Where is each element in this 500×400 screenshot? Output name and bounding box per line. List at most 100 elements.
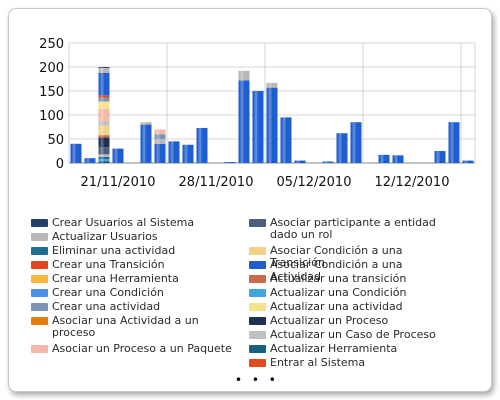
bar-segment[interactable] [294, 160, 306, 163]
legend-swatch [31, 233, 48, 241]
bar-segment[interactable] [154, 139, 166, 144]
bar-segment[interactable] [182, 144, 194, 163]
legend-item[interactable]: Crear Usuarios al Sistema [31, 217, 232, 229]
y-tick-label: 0 [56, 157, 64, 172]
legend-label: Asociar un Proceso a un Paquete [52, 342, 232, 355]
y-axis: 0 50 100 150 200 250 [39, 37, 64, 172]
legend-item[interactable]: Crear una Herramienta [31, 273, 232, 285]
bar-segment[interactable] [434, 151, 446, 163]
bar-segment[interactable] [98, 125, 110, 136]
bar-segment[interactable] [280, 117, 292, 163]
bar-segment[interactable] [266, 87, 278, 163]
legend-swatch [249, 331, 266, 339]
bar-segment[interactable] [154, 143, 166, 163]
bar-segment[interactable] [448, 122, 460, 163]
legend-item[interactable]: Crear una actividad [31, 301, 232, 313]
legend-label: Asociar una Actividad a un proceso [52, 314, 199, 339]
legend-swatch [31, 275, 48, 283]
bar-segment[interactable] [350, 122, 362, 163]
bar-highlight [100, 154, 104, 157]
bar-segment[interactable] [98, 135, 110, 138]
bar-segment[interactable] [70, 143, 82, 163]
legend-item[interactable]: Crear una Transición [31, 259, 232, 271]
legend-item[interactable]: Asociar un Proceso a un Paquete [31, 343, 232, 355]
legend-item[interactable]: Actualizar un Proceso [249, 315, 450, 327]
legend-item[interactable]: Actualizar un Caso de Proceso [249, 329, 450, 341]
legend-item[interactable]: Actualizar una Condición [249, 287, 450, 299]
legend-swatch [249, 275, 266, 283]
legend-item[interactable]: Entrar al Sistema [249, 357, 450, 369]
bar-segment[interactable] [98, 159, 110, 162]
bar-segment[interactable] [98, 137, 110, 148]
legend-item[interactable]: Eliminar una actividad [31, 245, 232, 257]
bar-segment[interactable] [98, 95, 110, 98]
bar-highlight [100, 95, 104, 98]
bar-segment[interactable] [238, 80, 250, 163]
bar-segment[interactable] [266, 82, 278, 88]
bar-segment[interactable] [154, 129, 166, 135]
bar-segment[interactable] [98, 67, 110, 68]
legend-item[interactable]: Actualizar una transición [249, 273, 450, 285]
legend-item[interactable]: Asociar Condición a una Transición [249, 245, 450, 269]
bar-segment[interactable] [98, 72, 110, 96]
bar-segment[interactable] [140, 122, 152, 125]
y-tick-label: 200 [39, 61, 64, 76]
bar-segment[interactable] [84, 158, 96, 163]
legend-item[interactable]: Crear una Condición [31, 287, 232, 299]
bar-highlight [100, 108, 104, 121]
bar-highlight [100, 97, 104, 102]
bar-segment[interactable] [154, 134, 166, 139]
bar-segment[interactable] [98, 156, 110, 160]
bar-highlight [352, 122, 356, 163]
bar-segment[interactable] [112, 148, 124, 163]
legend-swatch [249, 317, 266, 325]
bar-segment[interactable] [140, 124, 152, 163]
legend-swatch [249, 303, 266, 311]
legend-label: Crear una Condición [52, 286, 164, 299]
bar-highlight [100, 137, 104, 148]
bar-highlight [450, 122, 454, 163]
bar-highlight [184, 144, 188, 163]
legend-swatch [31, 247, 48, 255]
bar-segment[interactable] [224, 162, 236, 163]
bar-highlight [100, 120, 104, 126]
bar-highlight [156, 129, 160, 135]
legend-item[interactable]: Actualizar Herramienta [249, 343, 450, 355]
bar-segment[interactable] [196, 127, 208, 163]
bar-segment[interactable] [98, 147, 110, 155]
bar-highlight [296, 160, 300, 163]
y-tick-label: 100 [39, 109, 64, 124]
bar-segment[interactable] [98, 101, 110, 109]
bar-highlight [100, 67, 104, 68]
bar-highlight [380, 154, 384, 163]
bars [70, 67, 474, 163]
legend-swatch [249, 219, 266, 227]
legend-item[interactable]: Actualizar Usuarios [31, 231, 232, 243]
bar-segment[interactable] [392, 155, 404, 163]
legend-swatch [31, 289, 48, 297]
bar-segment[interactable] [168, 141, 180, 163]
bar-highlight [100, 72, 104, 96]
bar-segment[interactable] [378, 154, 390, 163]
legend-item[interactable]: Asociar una Actividad a un proceso [31, 315, 232, 339]
bar-highlight [100, 159, 104, 162]
bar-segment[interactable] [98, 97, 110, 102]
bar-highlight [268, 82, 272, 88]
legend-label: Actualizar una transición [270, 272, 407, 285]
bar-segment[interactable] [98, 120, 110, 126]
bar-segment[interactable] [322, 161, 334, 163]
legend-item[interactable]: Asociar Condición a una Actividad [249, 259, 450, 283]
bar-segment[interactable] [462, 160, 474, 163]
bar-segment[interactable] [336, 133, 348, 163]
legend-item[interactable]: Actualizar una actividad [249, 301, 450, 313]
bar-segment[interactable] [98, 154, 110, 157]
legend-more-indicator[interactable]: • • • [235, 373, 279, 387]
bar-segment[interactable] [98, 161, 110, 163]
bar-segment[interactable] [252, 91, 264, 163]
legend-item[interactable]: Asociar participante a entidad dado un r… [249, 217, 450, 241]
bar-segment[interactable] [98, 108, 110, 121]
bar-highlight [100, 135, 104, 138]
bar-segment[interactable] [238, 70, 250, 81]
bar-segment[interactable] [98, 67, 110, 73]
gridlines [68, 42, 476, 164]
